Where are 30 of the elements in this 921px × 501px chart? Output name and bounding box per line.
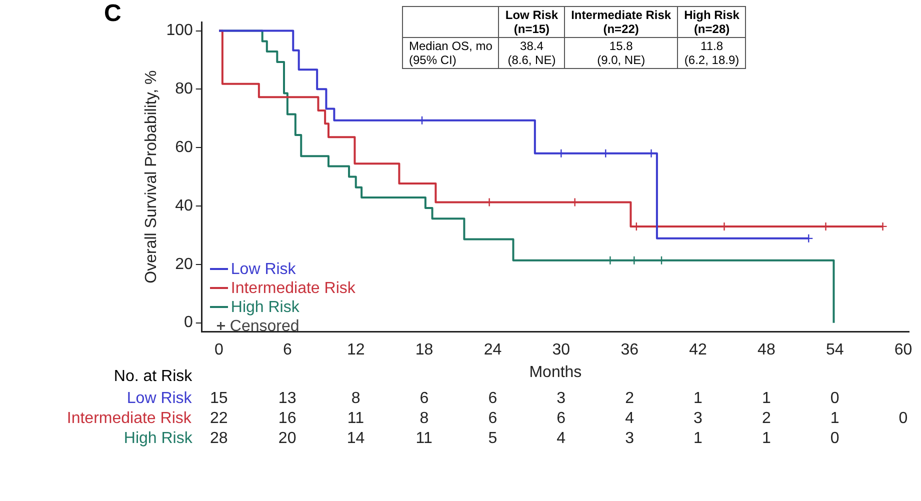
x-tick-label: 18 (415, 342, 434, 359)
text: Low Risk (n=15) Intermediate Risk (n=22) High Risk (n=28) (505, 8, 740, 36)
text: Median OS, mo (95% CI) 38.4 (8.6, NE) 15.8 (9.0, NE) 11.8 (6.2, 18.9) (409, 39, 740, 67)
y-tick-label: 60 (175, 139, 193, 156)
x-tick-label: 42 (689, 342, 708, 359)
y-tick-label: 80 (175, 80, 193, 98)
x-axis-title: Months (529, 364, 582, 381)
x-tick-label: 36 (620, 342, 639, 359)
x-tick-label: 54 (826, 342, 844, 359)
legend-label: Censored (230, 316, 300, 336)
y-tick-label: 40 (175, 197, 193, 214)
x-tick-label: 12 (346, 342, 365, 359)
text: No. at Risk (114, 368, 192, 386)
y-tick-label: 0 (184, 314, 193, 332)
legend-label: Low Risk (230, 260, 296, 279)
y-tick-label: 20 (175, 256, 193, 273)
x-tick-label: 6 (282, 342, 292, 359)
text: Low Risk 15 13 8 6 6 3 2 1 1 0 (126, 390, 840, 407)
legend-label: High Risk (230, 298, 300, 317)
x-tick-label: 24 (484, 342, 502, 359)
text: Intermediate Risk 22 16 11 8 6 6 4 3 2 1 0 (66, 410, 908, 427)
x-tick-label: 60 (894, 342, 912, 359)
text: C (104, 0, 122, 28)
x-tick-label: 0 (214, 342, 224, 359)
y-axis-title: Overall Survival Probability, % (143, 70, 160, 284)
legend-label: Intermediate Risk (230, 278, 356, 298)
text: High Risk 28 20 14 11 5 4 3 1 1 0 (124, 430, 840, 447)
y-tick-label: 100 (166, 22, 193, 40)
x-tick-label: 30 (552, 342, 570, 359)
x-tick-label: 48 (758, 342, 776, 359)
